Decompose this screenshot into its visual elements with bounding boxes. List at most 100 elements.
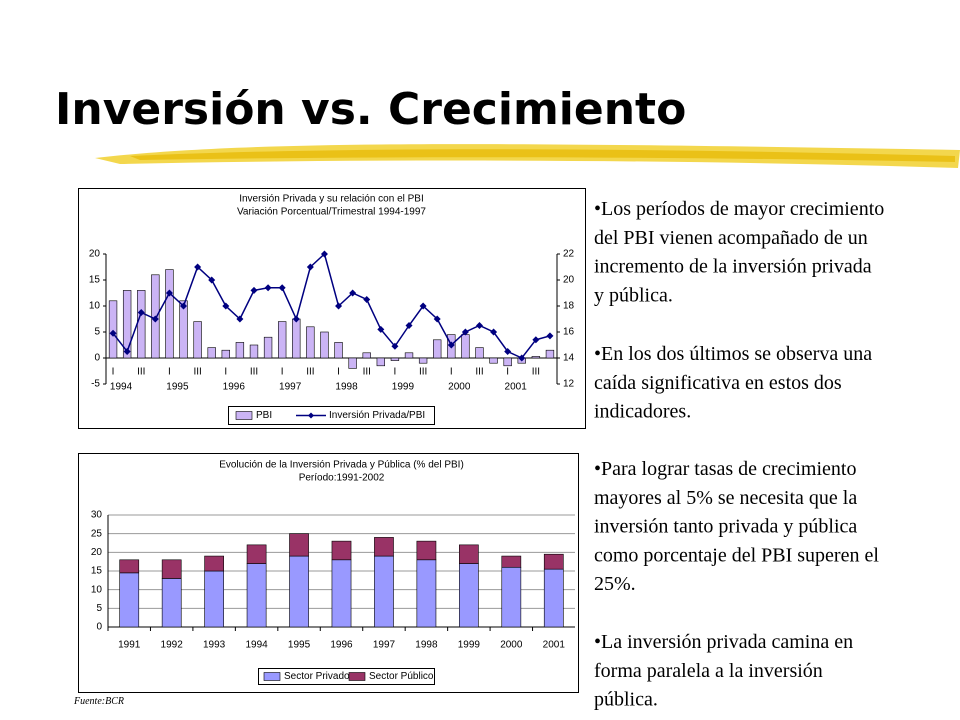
x-tick-label: I [168,367,171,378]
bullet-text: •En los dos últimos se observa una [594,343,872,365]
bar [390,357,400,361]
year-label: 1994 [110,382,133,393]
legend-marker [308,412,314,419]
bar [289,555,309,628]
x-tick-label: I [506,367,509,378]
bar [235,342,245,359]
bullet-text: 25%. [594,573,636,595]
y-tick-label: 15 [89,275,101,286]
year-label: 1995 [166,382,189,393]
chart-title: Evolución de la Inversión Privada y Públ… [219,460,464,471]
x-tick-label: I [224,367,227,378]
bullet-text: forma paralela a la inversión [594,660,823,682]
bullet-text: •Para lograr tasas de crecimiento [594,458,856,480]
bar [165,269,174,359]
bar [374,555,394,628]
legend-label: Sector Público [369,671,434,682]
bullet-text: pública. [594,689,658,711]
x-tick-label: 2001 [543,640,566,651]
x-tick-label: 1993 [203,640,226,651]
x-tick-label: III [475,367,483,378]
line-marker [180,302,188,310]
line-marker [447,341,455,349]
year-label: 2000 [448,382,471,393]
line-marker [292,315,300,323]
y-tick-label: 10 [89,301,101,312]
bar [179,300,188,359]
legend-label: Inversión Privada/PBI [329,410,425,421]
bar [292,318,301,359]
legend-swatch [263,672,281,681]
bar [204,570,224,628]
y2-tick-label: 22 [563,249,575,260]
legend-label: PBI [256,410,272,421]
bullet-list: •Los períodos de mayor crecimiento del PB… [594,198,884,711]
bar [119,572,140,628]
x-tick-label: 1991 [118,640,141,651]
y-tick-label: 0 [94,353,100,364]
bar [543,553,564,570]
y-tick-label: 20 [89,249,101,260]
bar [306,326,315,359]
y-tick-label: 30 [91,510,103,521]
bar [543,568,564,628]
chart-subtitle: Variación Porcentual/Trimestral 1994-199… [237,207,426,218]
y-tick-label: 10 [91,584,103,595]
bar [489,357,498,364]
year-label: 2001 [505,382,528,393]
y2-tick-label: 18 [563,301,575,312]
line-marker [335,302,343,310]
bar [119,559,140,574]
chart-subtitle: Período:1991-2002 [299,473,385,484]
year-label: 1996 [223,382,246,393]
bullet-text: indicadores. [594,401,691,423]
legend-swatch [235,411,253,420]
bar [221,349,230,359]
line-marker [504,348,512,355]
y-tick-label: 20 [91,547,103,558]
line-marker [109,329,117,337]
bar [108,300,118,359]
year-label: 1998 [335,382,358,393]
x-tick-label: I [450,367,453,378]
bar [161,559,182,579]
x-tick-label: III [419,367,427,378]
bar [122,290,132,359]
line-marker [208,276,216,284]
y2-tick-label: 14 [563,353,575,364]
bar [404,352,414,359]
bullet-text: •Los períodos de mayor crecimiento [594,198,884,220]
year-label: 1997 [279,382,302,393]
bullet-text: como porcentaje del PBI superen el [594,544,879,566]
y-tick-label: 5 [94,327,100,338]
bullet-text: y pública. [594,284,673,306]
bar [545,349,555,359]
line-marker [461,328,469,336]
bar [348,357,357,369]
bar [320,331,329,359]
bar [459,563,479,628]
brush-stroke [130,149,955,162]
bar [416,540,437,561]
line-marker [490,328,498,336]
y2-tick-label: 16 [563,327,575,338]
bullet-text: incremento de la inversión privada [594,256,872,278]
x-tick-label: 1999 [458,640,481,651]
x-tick-label: III [306,367,314,378]
bar [461,334,470,359]
line-marker [349,289,357,297]
bar [161,578,182,628]
line-marker [194,263,202,271]
line-marker [546,332,554,340]
legend-box [228,406,435,425]
bar [207,347,216,359]
line-marker [250,286,258,294]
bar [531,356,541,359]
x-tick-label: III [137,367,145,378]
x-tick-label: I [281,367,284,378]
x-tick-label: 1997 [373,640,396,651]
x-tick-label: I [337,367,340,378]
bullet-text: mayores al 5% se necesita que la [594,487,857,509]
bar [376,357,386,367]
x-tick-label: 1992 [161,640,184,651]
